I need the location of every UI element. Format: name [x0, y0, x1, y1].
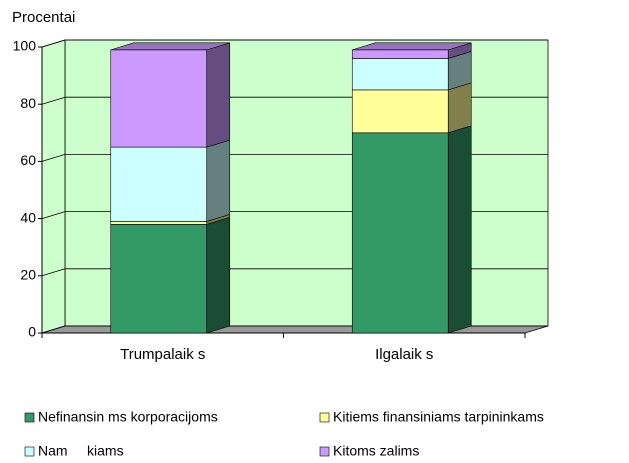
bar-side [206, 216, 231, 334]
bar-side [206, 139, 231, 222]
bar-segment [351, 132, 449, 334]
legend-swatch [24, 446, 35, 457]
bar-segment [110, 221, 208, 225]
bar-segment [351, 89, 449, 134]
y-tick-label: 60 [20, 152, 36, 168]
x-tick-label: Trumpalaik s [120, 346, 205, 363]
legend-label: Nefinansin ms korporacijoms [38, 409, 218, 425]
y-tick-label: 100 [13, 38, 37, 54]
bar-segment [351, 58, 449, 91]
bar-side [206, 42, 231, 148]
legend-swatch [319, 412, 330, 423]
bar-top [110, 42, 230, 51]
y-tick-label: 20 [20, 267, 36, 283]
bar-segment [351, 49, 449, 59]
bar-segment [110, 224, 208, 334]
grid-line [41, 39, 66, 48]
side-wall [41, 39, 66, 334]
x-tick-label: Ilgalaik s [375, 346, 433, 363]
y-tick-label: 80 [20, 95, 36, 111]
bar-side [447, 82, 472, 134]
y-tick-label: 0 [28, 324, 36, 340]
grid-line [41, 268, 66, 277]
bar-top [352, 42, 472, 51]
grid-line [41, 96, 66, 105]
bar-segment [110, 49, 208, 148]
legend-label: Kitoms zalims [333, 443, 419, 459]
bar-side [447, 125, 472, 334]
grid-line [41, 154, 66, 162]
y-tick-label: 40 [20, 209, 36, 225]
grid-line [41, 325, 66, 334]
legend-label: Nam kiams [38, 443, 124, 459]
bar-segment [110, 146, 208, 222]
legend-swatch [24, 412, 35, 423]
legend-swatch [319, 446, 330, 457]
legend-label: Kitiems finansiniams tarpininkams [333, 409, 544, 425]
grid-line [41, 211, 66, 219]
y-axis-title: Procentai [12, 9, 75, 26]
